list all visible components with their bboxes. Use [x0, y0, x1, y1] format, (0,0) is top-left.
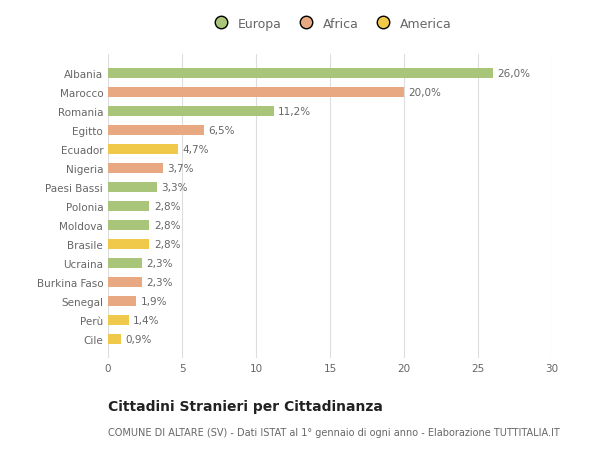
Text: 26,0%: 26,0%: [497, 69, 530, 79]
Bar: [108, 163, 163, 174]
Bar: [108, 145, 178, 155]
Text: 4,7%: 4,7%: [182, 145, 209, 155]
Bar: [108, 69, 493, 79]
Text: 2,3%: 2,3%: [146, 258, 173, 269]
Bar: [108, 334, 121, 344]
Text: 2,8%: 2,8%: [154, 220, 181, 230]
Text: 3,7%: 3,7%: [167, 164, 194, 174]
Legend: Europa, Africa, America: Europa, Africa, America: [203, 13, 457, 36]
Bar: [108, 88, 404, 98]
Bar: [108, 106, 274, 117]
Text: 2,8%: 2,8%: [154, 202, 181, 212]
Bar: [108, 277, 142, 287]
Text: 0,9%: 0,9%: [126, 334, 152, 344]
Text: 2,8%: 2,8%: [154, 240, 181, 249]
Bar: [108, 182, 157, 193]
Bar: [108, 315, 129, 325]
Text: 1,9%: 1,9%: [140, 296, 167, 306]
Text: Cittadini Stranieri per Cittadinanza: Cittadini Stranieri per Cittadinanza: [108, 399, 383, 413]
Text: COMUNE DI ALTARE (SV) - Dati ISTAT al 1° gennaio di ogni anno - Elaborazione TUT: COMUNE DI ALTARE (SV) - Dati ISTAT al 1°…: [108, 427, 560, 437]
Text: 20,0%: 20,0%: [409, 88, 442, 98]
Bar: [108, 239, 149, 250]
Bar: [108, 126, 204, 136]
Bar: [108, 296, 136, 307]
Text: 3,3%: 3,3%: [161, 183, 188, 193]
Bar: [108, 220, 149, 231]
Bar: [108, 258, 142, 269]
Text: 2,3%: 2,3%: [146, 277, 173, 287]
Text: 1,4%: 1,4%: [133, 315, 160, 325]
Text: 6,5%: 6,5%: [209, 126, 235, 136]
Text: 11,2%: 11,2%: [278, 107, 311, 117]
Bar: [108, 202, 149, 212]
